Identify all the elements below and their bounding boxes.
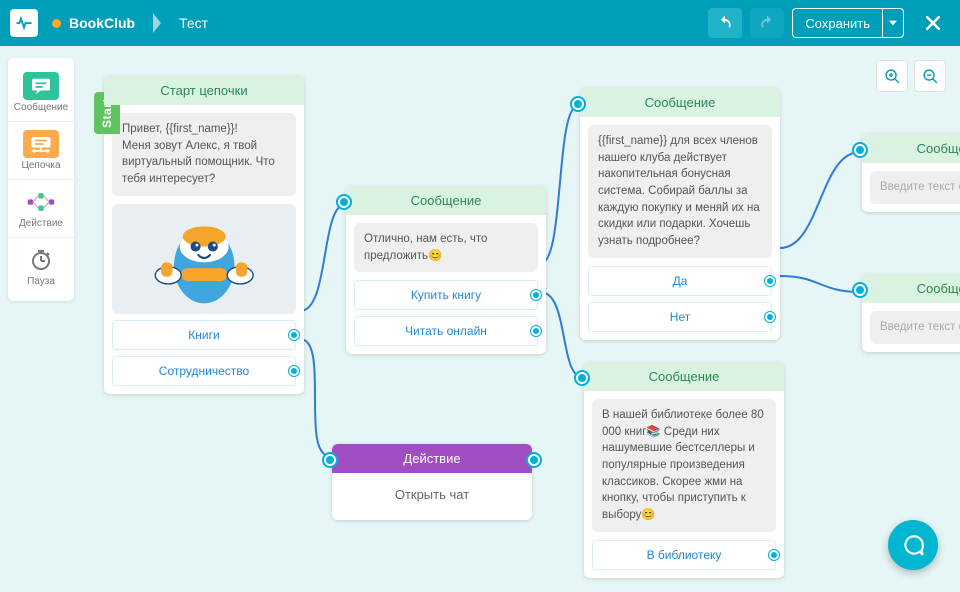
option-yes[interactable]: Да (588, 266, 772, 296)
node-title: Действие (403, 451, 460, 466)
node-title: Сообщение (411, 193, 482, 208)
node-header: Действие (332, 444, 532, 473)
node-title: Сообщение (917, 141, 960, 156)
option-label: Купить книгу (411, 288, 481, 302)
option-label: Нет (670, 310, 690, 324)
port-out[interactable] (765, 276, 775, 286)
undo-button[interactable] (708, 8, 742, 38)
node-header: Сообщение (862, 134, 960, 163)
port-in[interactable] (572, 98, 584, 110)
mascot-icon (126, 212, 282, 306)
top-actions: Сохранить (708, 6, 950, 40)
option-read-online[interactable]: Читать онлайн (354, 316, 538, 346)
chat-fab[interactable] (888, 520, 938, 570)
node-start[interactable]: Start Старт цепочки Привет, {{first_name… (104, 76, 304, 394)
pulse-icon (15, 14, 33, 32)
breadcrumb-page[interactable]: Тест (179, 15, 208, 31)
message-icon (23, 72, 59, 100)
node-image (112, 204, 296, 314)
node-header: Сообщение (580, 88, 780, 117)
port-in[interactable] (854, 284, 866, 296)
port-out[interactable] (531, 290, 541, 300)
node-header: Сообщение (346, 186, 546, 215)
tool-label: Пауза (27, 276, 55, 287)
chevron-right-icon (153, 13, 161, 33)
node-title: Сообщение (649, 369, 720, 384)
port-in[interactable] (854, 144, 866, 156)
port-out[interactable] (289, 330, 299, 340)
redo-button[interactable] (750, 8, 784, 38)
node-title: Сообщение (917, 281, 960, 296)
save-label: Сохранить (805, 16, 870, 31)
breadcrumb: BookClub Тест (52, 13, 208, 33)
option-to-library[interactable]: В библиотеку (592, 540, 776, 570)
node-message-offer[interactable]: Сообщение Отлично, нам есть, что предлож… (346, 186, 546, 354)
zoom-out-button[interactable] (914, 60, 946, 92)
node-message-library[interactable]: Сообщение В нашей библиотеке более 80 00… (584, 362, 784, 578)
option-label: Сотрудничество (159, 364, 249, 378)
tool-action[interactable]: Действие (8, 180, 74, 238)
unsaved-dot-icon (52, 19, 61, 28)
node-header: Сообщение (584, 362, 784, 391)
tool-label: Цепочка (21, 160, 60, 171)
flow-canvas[interactable]: Start Старт цепочки Привет, {{first_name… (0, 46, 960, 592)
node-text[interactable]: Отлично, нам есть, что предложить😊 (354, 223, 538, 272)
option-label: В библиотеку (647, 548, 722, 562)
breadcrumb-project[interactable]: BookClub (69, 15, 135, 31)
port-out[interactable] (528, 454, 540, 466)
node-title: Сообщение (645, 95, 716, 110)
node-placeholder[interactable]: Введите текст сообщения (870, 171, 960, 204)
redo-icon (759, 15, 775, 31)
option-label: Да (673, 274, 688, 288)
node-text[interactable]: Привет, {{first_name}}! Меня зовут Алекс… (112, 113, 296, 196)
option-no[interactable]: Нет (588, 302, 772, 332)
port-out[interactable] (531, 326, 541, 336)
top-bar: BookClub Тест Сохранить (0, 0, 960, 46)
tool-chain[interactable]: Цепочка (8, 122, 74, 180)
zoom-out-icon (922, 68, 939, 85)
tool-label: Сообщение (14, 102, 68, 113)
port-out[interactable] (765, 312, 775, 322)
tool-pause[interactable]: Пауза (8, 238, 74, 295)
node-message-bonus[interactable]: Сообщение {{first_name}} для всех членов… (580, 88, 780, 340)
toolbox: Сообщение Цепочка Действие Пауза (8, 58, 74, 301)
node-placeholder[interactable]: Введите текст сообщения (870, 311, 960, 344)
option-label: Читать онлайн (405, 324, 487, 338)
node-action-open-chat[interactable]: Действие Открыть чат (332, 444, 532, 520)
node-header: Старт цепочки (104, 76, 304, 105)
option-label: Книги (188, 328, 219, 342)
save-button[interactable]: Сохранить (792, 8, 882, 38)
node-message-empty-1[interactable]: Сообщение Введите текст сообщения (862, 134, 960, 212)
action-body: Открыть чат (332, 473, 532, 520)
chain-icon (23, 130, 59, 158)
port-out[interactable] (769, 550, 779, 560)
zoom-in-button[interactable] (876, 60, 908, 92)
node-text[interactable]: В нашей библиотеке более 80 000 книг📚 Ср… (592, 399, 776, 532)
node-header: Сообщение (862, 274, 960, 303)
close-button[interactable] (916, 6, 950, 40)
save-dropdown-button[interactable] (882, 8, 904, 38)
node-title: Старт цепочки (160, 83, 247, 98)
zoom-in-icon (884, 68, 901, 85)
port-in[interactable] (576, 372, 588, 384)
pause-icon (23, 246, 59, 274)
close-icon (923, 13, 943, 33)
zoom-controls (876, 60, 946, 92)
tool-label: Действие (19, 218, 63, 229)
caret-down-icon (889, 19, 897, 27)
app-logo[interactable] (10, 9, 38, 37)
save-button-group: Сохранить (792, 8, 904, 38)
node-message-empty-2[interactable]: Сообщение Введите текст сообщения (862, 274, 960, 352)
node-text[interactable]: {{first_name}} для всех членов нашего кл… (588, 125, 772, 258)
port-in[interactable] (338, 196, 350, 208)
tool-message[interactable]: Сообщение (8, 64, 74, 122)
undo-icon (717, 15, 733, 31)
chat-icon (900, 532, 926, 558)
option-partnership[interactable]: Сотрудничество (112, 356, 296, 386)
port-out[interactable] (289, 366, 299, 376)
port-in[interactable] (324, 454, 336, 466)
option-buy-book[interactable]: Купить книгу (354, 280, 538, 310)
option-books[interactable]: Книги (112, 320, 296, 350)
action-icon (23, 188, 59, 216)
